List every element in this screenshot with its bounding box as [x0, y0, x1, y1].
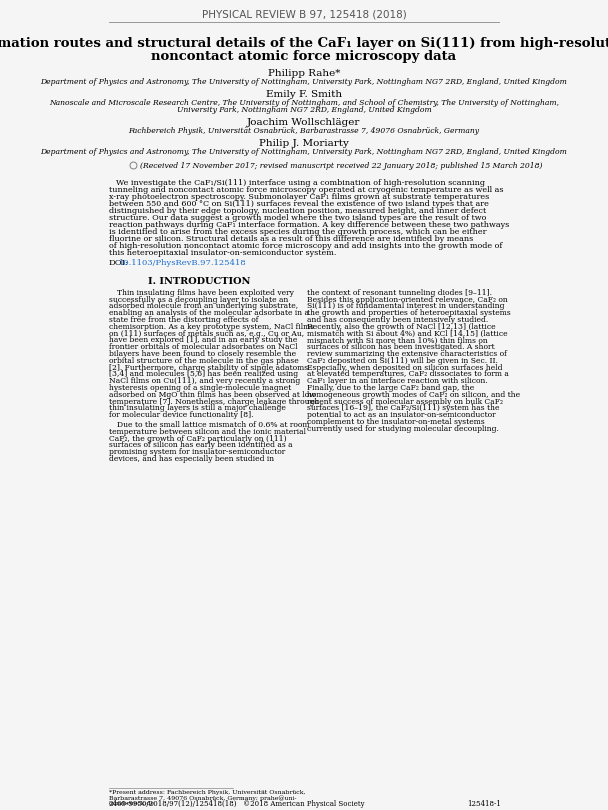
Text: mismatch with Si about 4%) and KCl [14,15] (lattice: mismatch with Si about 4%) and KCl [14,1… [307, 330, 507, 338]
Text: ©2018 American Physical Society: ©2018 American Physical Society [243, 799, 365, 808]
Text: on (111) surfaces of metals such as, e.g., Cu or Au,: on (111) surfaces of metals such as, e.g… [109, 330, 304, 338]
Text: temperature between silicon and the ionic material: temperature between silicon and the ioni… [109, 428, 306, 436]
Text: between 550 and 600 °C on Si(111) surfaces reveal the existence of two island ty: between 550 and 600 °C on Si(111) surfac… [109, 200, 489, 208]
Text: noncontact atomic force microscopy data: noncontact atomic force microscopy data [151, 50, 457, 63]
Text: state free from the distorting effects of: state free from the distorting effects o… [109, 316, 258, 324]
Text: We investigate the CaF₁/Si(111) interface using a combination of high-resolution: We investigate the CaF₁/Si(111) interfac… [116, 179, 485, 187]
Text: and has consequently been intensively studied.: and has consequently been intensively st… [307, 316, 488, 324]
Text: 2469-9950/2018/97(12)/125418(18): 2469-9950/2018/97(12)/125418(18) [109, 799, 237, 808]
Text: *Present address: Fachbereich Physik, Universität Osnabrück,: *Present address: Fachbereich Physik, Un… [109, 790, 305, 795]
Text: surfaces of silicon has early been identified as a: surfaces of silicon has early been ident… [109, 441, 292, 450]
Text: reaction pathways during CaF₁ interface formation. A key difference between thes: reaction pathways during CaF₁ interface … [109, 221, 509, 229]
Text: the context of resonant tunneling diodes [9–11].: the context of resonant tunneling diodes… [307, 289, 492, 297]
Text: (Received 17 November 2017; revised manuscript received 22 January 2018; publish: (Received 17 November 2017; revised manu… [140, 162, 543, 170]
Text: promising system for insulator-semiconductor: promising system for insulator-semicondu… [109, 448, 285, 456]
Text: currently used for studying molecular decoupling.: currently used for studying molecular de… [307, 424, 499, 433]
Text: homogeneous growth modes of CaF₂ on silicon, and the: homogeneous growth modes of CaF₂ on sili… [307, 391, 520, 399]
Text: distinguished by their edge topology, nucleation position, measured height, and : distinguished by their edge topology, nu… [109, 207, 486, 215]
Text: Thin insulating films have been exploited very: Thin insulating films have been exploite… [117, 289, 294, 297]
Text: recent success of molecular assembly on bulk CaF₂: recent success of molecular assembly on … [307, 398, 503, 406]
Text: DOI:: DOI: [109, 259, 129, 267]
Text: Besides this application-oriented relevance, CaF₂ on: Besides this application-oriented releva… [307, 296, 508, 304]
Text: PHYSICAL REVIEW B 97, 125418 (2018): PHYSICAL REVIEW B 97, 125418 (2018) [202, 10, 406, 20]
Text: Joachim Wollschläger: Joachim Wollschläger [247, 118, 361, 127]
Text: adsorbed on MgO thin films has been observed at low: adsorbed on MgO thin films has been obse… [109, 391, 316, 399]
Text: CaF₂, the growth of CaF₂ particularly on (111): CaF₂, the growth of CaF₂ particularly on… [109, 435, 286, 442]
Text: CaF₂ deposited on Si(111) will be given in Sec. II.: CaF₂ deposited on Si(111) will be given … [307, 357, 497, 364]
Text: [2]. Furthermore, charge stability of single adatoms: [2]. Furthermore, charge stability of si… [109, 364, 308, 372]
Text: structure. Our data suggest a growth model where the two island types are the re: structure. Our data suggest a growth mod… [109, 214, 486, 222]
Text: surfaces [16–19], the CaF₂/Si(111) system has the: surfaces [16–19], the CaF₂/Si(111) syste… [307, 404, 499, 412]
Text: Fachbereich Physik, Universität Osnabrück, Barbarastrasse 7, 49076 Osnabrück, Ge: Fachbereich Physik, Universität Osnabrüc… [128, 127, 480, 135]
Text: Philip J. Moriarty: Philip J. Moriarty [259, 139, 349, 148]
Text: potential to act as an insulator-on-semiconductor: potential to act as an insulator-on-semi… [307, 411, 496, 420]
Text: I. INTRODUCTION: I. INTRODUCTION [148, 277, 250, 286]
Text: frontier orbitals of molecular adsorbates on NaCl: frontier orbitals of molecular adsorbate… [109, 343, 297, 352]
Text: of high-resolution noncontact atomic force microscopy and add insights into the : of high-resolution noncontact atomic for… [109, 242, 502, 250]
Text: enabling an analysis of the molecular adsorbate in a: enabling an analysis of the molecular ad… [109, 309, 309, 318]
Text: Si(111) is of fundamental interest in understanding: Si(111) is of fundamental interest in un… [307, 302, 504, 310]
Text: CaF₁ layer in an interface reaction with silicon.: CaF₁ layer in an interface reaction with… [307, 377, 488, 386]
Text: Nanoscale and Microscale Research Centre, The University of Nottingham, and Scho: Nanoscale and Microscale Research Centre… [49, 99, 559, 107]
Text: successfully as a decoupling layer to isolate an: successfully as a decoupling layer to is… [109, 296, 288, 304]
Text: surfaces of silicon has been investigated. A short: surfaces of silicon has been investigate… [307, 343, 494, 352]
Text: Emily F. Smith: Emily F. Smith [266, 90, 342, 99]
Text: x-ray photoelectron spectroscopy. Submonolayer CaF₁ films grown at substrate tem: x-ray photoelectron spectroscopy. Submon… [109, 193, 489, 201]
Text: is identified to arise from the excess species during the growth process, which : is identified to arise from the excess s… [109, 228, 486, 236]
Text: Barbarastrasse 7, 49076 Osnabrück, Germany; prahe@uni-: Barbarastrasse 7, 49076 Osnabrück, Germa… [109, 795, 296, 801]
Text: this heteroepitaxial insulator-on-semiconductor system.: this heteroepitaxial insulator-on-semico… [109, 249, 336, 257]
Text: adsorbed molecule from an underlying substrate,: adsorbed molecule from an underlying sub… [109, 302, 298, 310]
Text: Department of Physics and Astronomy, The University of Nottingham, University Pa: Department of Physics and Astronomy, The… [41, 78, 567, 86]
Text: temperature [7]. Nonetheless, charge leakage through: temperature [7]. Nonetheless, charge lea… [109, 398, 319, 406]
Text: for molecular device functionality [8].: for molecular device functionality [8]. [109, 411, 254, 420]
Text: fluorine or silicon. Structural details as a result of this difference are ident: fluorine or silicon. Structural details … [109, 235, 473, 243]
Text: Finally, due to the large CaF₂ band gap, the: Finally, due to the large CaF₂ band gap,… [307, 384, 474, 392]
Text: tunneling and noncontact atomic force microscopy operated at cryogenic temperatu: tunneling and noncontact atomic force mi… [109, 186, 503, 194]
Text: complement to the insulator-on-metal systems: complement to the insulator-on-metal sys… [307, 418, 485, 426]
Text: 125418-1: 125418-1 [467, 799, 500, 808]
Text: the growth and properties of heteroepitaxial systems: the growth and properties of heteroepita… [307, 309, 511, 318]
Text: hysteresis opening of a single-molecule magnet: hysteresis opening of a single-molecule … [109, 384, 291, 392]
Text: Formation routes and structural details of the CaF₁ layer on Si(111) from high-r: Formation routes and structural details … [0, 37, 608, 50]
Text: University Park, Nottingham NG7 2RD, England, United Kingdom: University Park, Nottingham NG7 2RD, Eng… [177, 106, 431, 114]
Text: devices, and has especially been studied in: devices, and has especially been studied… [109, 455, 274, 463]
Text: review summarizing the extensive characteristics of: review summarizing the extensive charact… [307, 350, 506, 358]
Text: have been explored [1], and in an early study the: have been explored [1], and in an early … [109, 336, 297, 344]
Text: 10.1103/PhysRevB.97.125418: 10.1103/PhysRevB.97.125418 [119, 259, 247, 267]
Text: orbital structure of the molecule in the gas phase: orbital structure of the molecule in the… [109, 357, 299, 364]
Text: NaCl films on Cu(111), and very recently a strong: NaCl films on Cu(111), and very recently… [109, 377, 300, 386]
Text: Recently, also the growth of NaCl [12,13] (lattice: Recently, also the growth of NaCl [12,13… [307, 323, 496, 330]
Text: Due to the small lattice mismatch of 0.6% at room: Due to the small lattice mismatch of 0.6… [117, 421, 309, 429]
Text: [3,4] and molecules [5,6] has been realized using: [3,4] and molecules [5,6] has been reali… [109, 370, 298, 378]
Text: osnabrueck.de: osnabrueck.de [109, 801, 155, 806]
Text: Department of Physics and Astronomy, The University of Nottingham, University Pa: Department of Physics and Astronomy, The… [41, 148, 567, 156]
Text: Especially, when deposited on silicon surfaces held: Especially, when deposited on silicon su… [307, 364, 502, 372]
Text: Philipp Rahe*: Philipp Rahe* [268, 69, 340, 78]
Text: mismatch with Si more than 10%) thin films on: mismatch with Si more than 10%) thin fil… [307, 336, 488, 344]
Text: thin insulating layers is still a major challenge: thin insulating layers is still a major … [109, 404, 286, 412]
Text: bilayers have been found to closely resemble the: bilayers have been found to closely rese… [109, 350, 296, 358]
Text: at elevated temperatures, CaF₂ dissociates to form a: at elevated temperatures, CaF₂ dissociat… [307, 370, 509, 378]
Text: chemisorption. As a key prototype system, NaCl films: chemisorption. As a key prototype system… [109, 323, 314, 330]
